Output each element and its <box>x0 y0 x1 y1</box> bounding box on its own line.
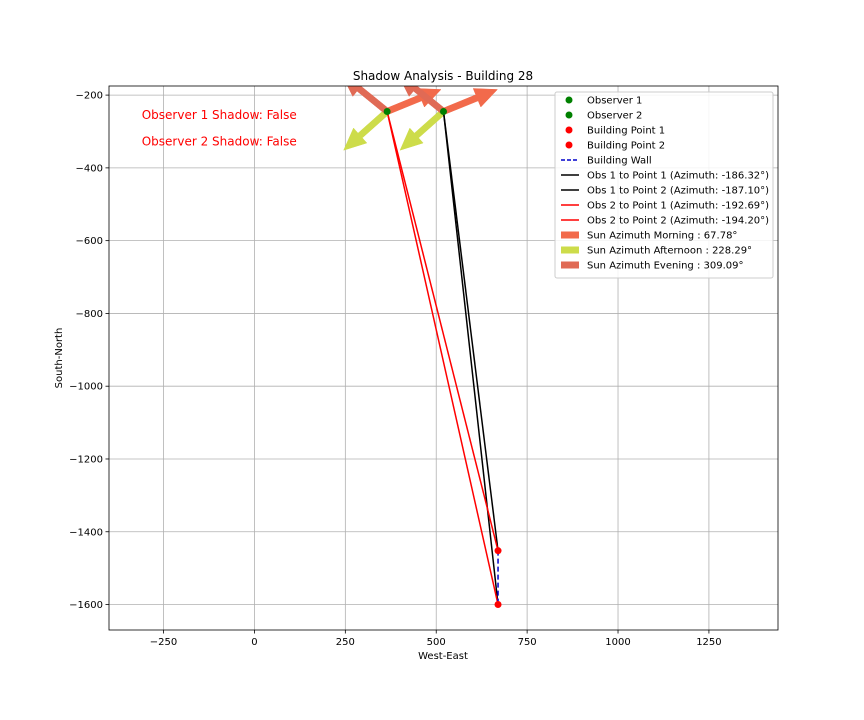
annotations: Observer 1 Shadow: False Observer 2 Shado… <box>142 108 297 149</box>
legend-label: Sun Azimuth Afternoon : 228.29° <box>587 246 752 257</box>
y-tick-label: −1200 <box>69 454 103 465</box>
legend-label: Observer 2 <box>587 111 642 122</box>
legend: Observer 1 Observer 2 Building Point 1 Buil… <box>554 91 774 279</box>
legend-label: Sun Azimuth Evening : 309.09° <box>587 261 744 272</box>
sight-line <box>386 111 499 605</box>
sight-line <box>442 111 499 605</box>
scatter-point <box>494 547 502 555</box>
x-tick-label: 250 <box>336 637 355 648</box>
legend-patch <box>561 246 579 254</box>
scatter-point <box>440 107 447 115</box>
legend-label: Observer 1 <box>587 96 642 107</box>
legend-label: Building Point 2 <box>587 141 665 152</box>
legend-marker <box>565 96 573 104</box>
scatter-point <box>383 107 391 115</box>
x-tick-label: 0 <box>251 637 257 648</box>
sun-arrow <box>441 88 498 115</box>
legend-label: Obs 2 to Point 2 (Azimuth: -194.20°) <box>587 216 769 227</box>
sun-arrow <box>403 86 446 115</box>
sun-arrow <box>343 108 390 151</box>
legend-patch <box>561 261 579 269</box>
sun-arrow <box>399 108 446 151</box>
legend-box <box>554 91 774 279</box>
x-tick-label: 1250 <box>696 637 721 648</box>
x-tick-label: 1000 <box>605 637 630 648</box>
shadow-annotation: Observer 2 Shadow: False <box>142 135 297 149</box>
plot-frame <box>108 85 779 631</box>
y-tick-label: −1400 <box>69 527 103 538</box>
legend-label: Building Wall <box>587 156 652 167</box>
chart-title: Shadow Analysis - Building 28 <box>353 69 533 83</box>
y-tick-label: −200 <box>76 91 103 102</box>
legend-label: Sun Azimuth Morning : 67.78° <box>587 231 737 242</box>
legend-patch <box>561 231 579 239</box>
legend-marker <box>565 141 573 149</box>
y-tick-label: −800 <box>76 309 103 320</box>
legend-label: Obs 1 to Point 2 (Azimuth: -187.10°) <box>587 186 769 197</box>
y-tick-label: −1000 <box>69 382 103 393</box>
x-tick-label: −250 <box>150 637 177 648</box>
legend-marker <box>565 111 573 119</box>
legend-label: Obs 2 to Point 1 (Azimuth: -192.69°) <box>587 201 769 212</box>
x-tick-label: 750 <box>518 637 537 648</box>
legend-marker <box>565 126 573 134</box>
sight-line <box>386 111 499 551</box>
scatter-point <box>494 601 502 609</box>
x-axis-label: West-East <box>418 651 468 662</box>
y-tick-label: −400 <box>76 163 103 174</box>
shadow-annotation: Observer 1 Shadow: False <box>142 108 297 122</box>
plot-data <box>343 86 502 609</box>
legend-label: Obs 1 to Point 1 (Azimuth: -186.32°) <box>587 171 769 182</box>
legend-label: Building Point 1 <box>587 126 665 137</box>
sun-arrow <box>347 86 390 115</box>
y-axis-label: South-North <box>54 328 65 389</box>
axis-ticks: −250 0 250 500 750 1000 1250 −200 −400 −600 −800 −1… <box>69 91 721 648</box>
x-tick-label: 500 <box>427 637 446 648</box>
y-tick-label: −600 <box>76 236 103 247</box>
sight-line <box>442 111 499 551</box>
y-tick-label: −1600 <box>69 600 103 611</box>
